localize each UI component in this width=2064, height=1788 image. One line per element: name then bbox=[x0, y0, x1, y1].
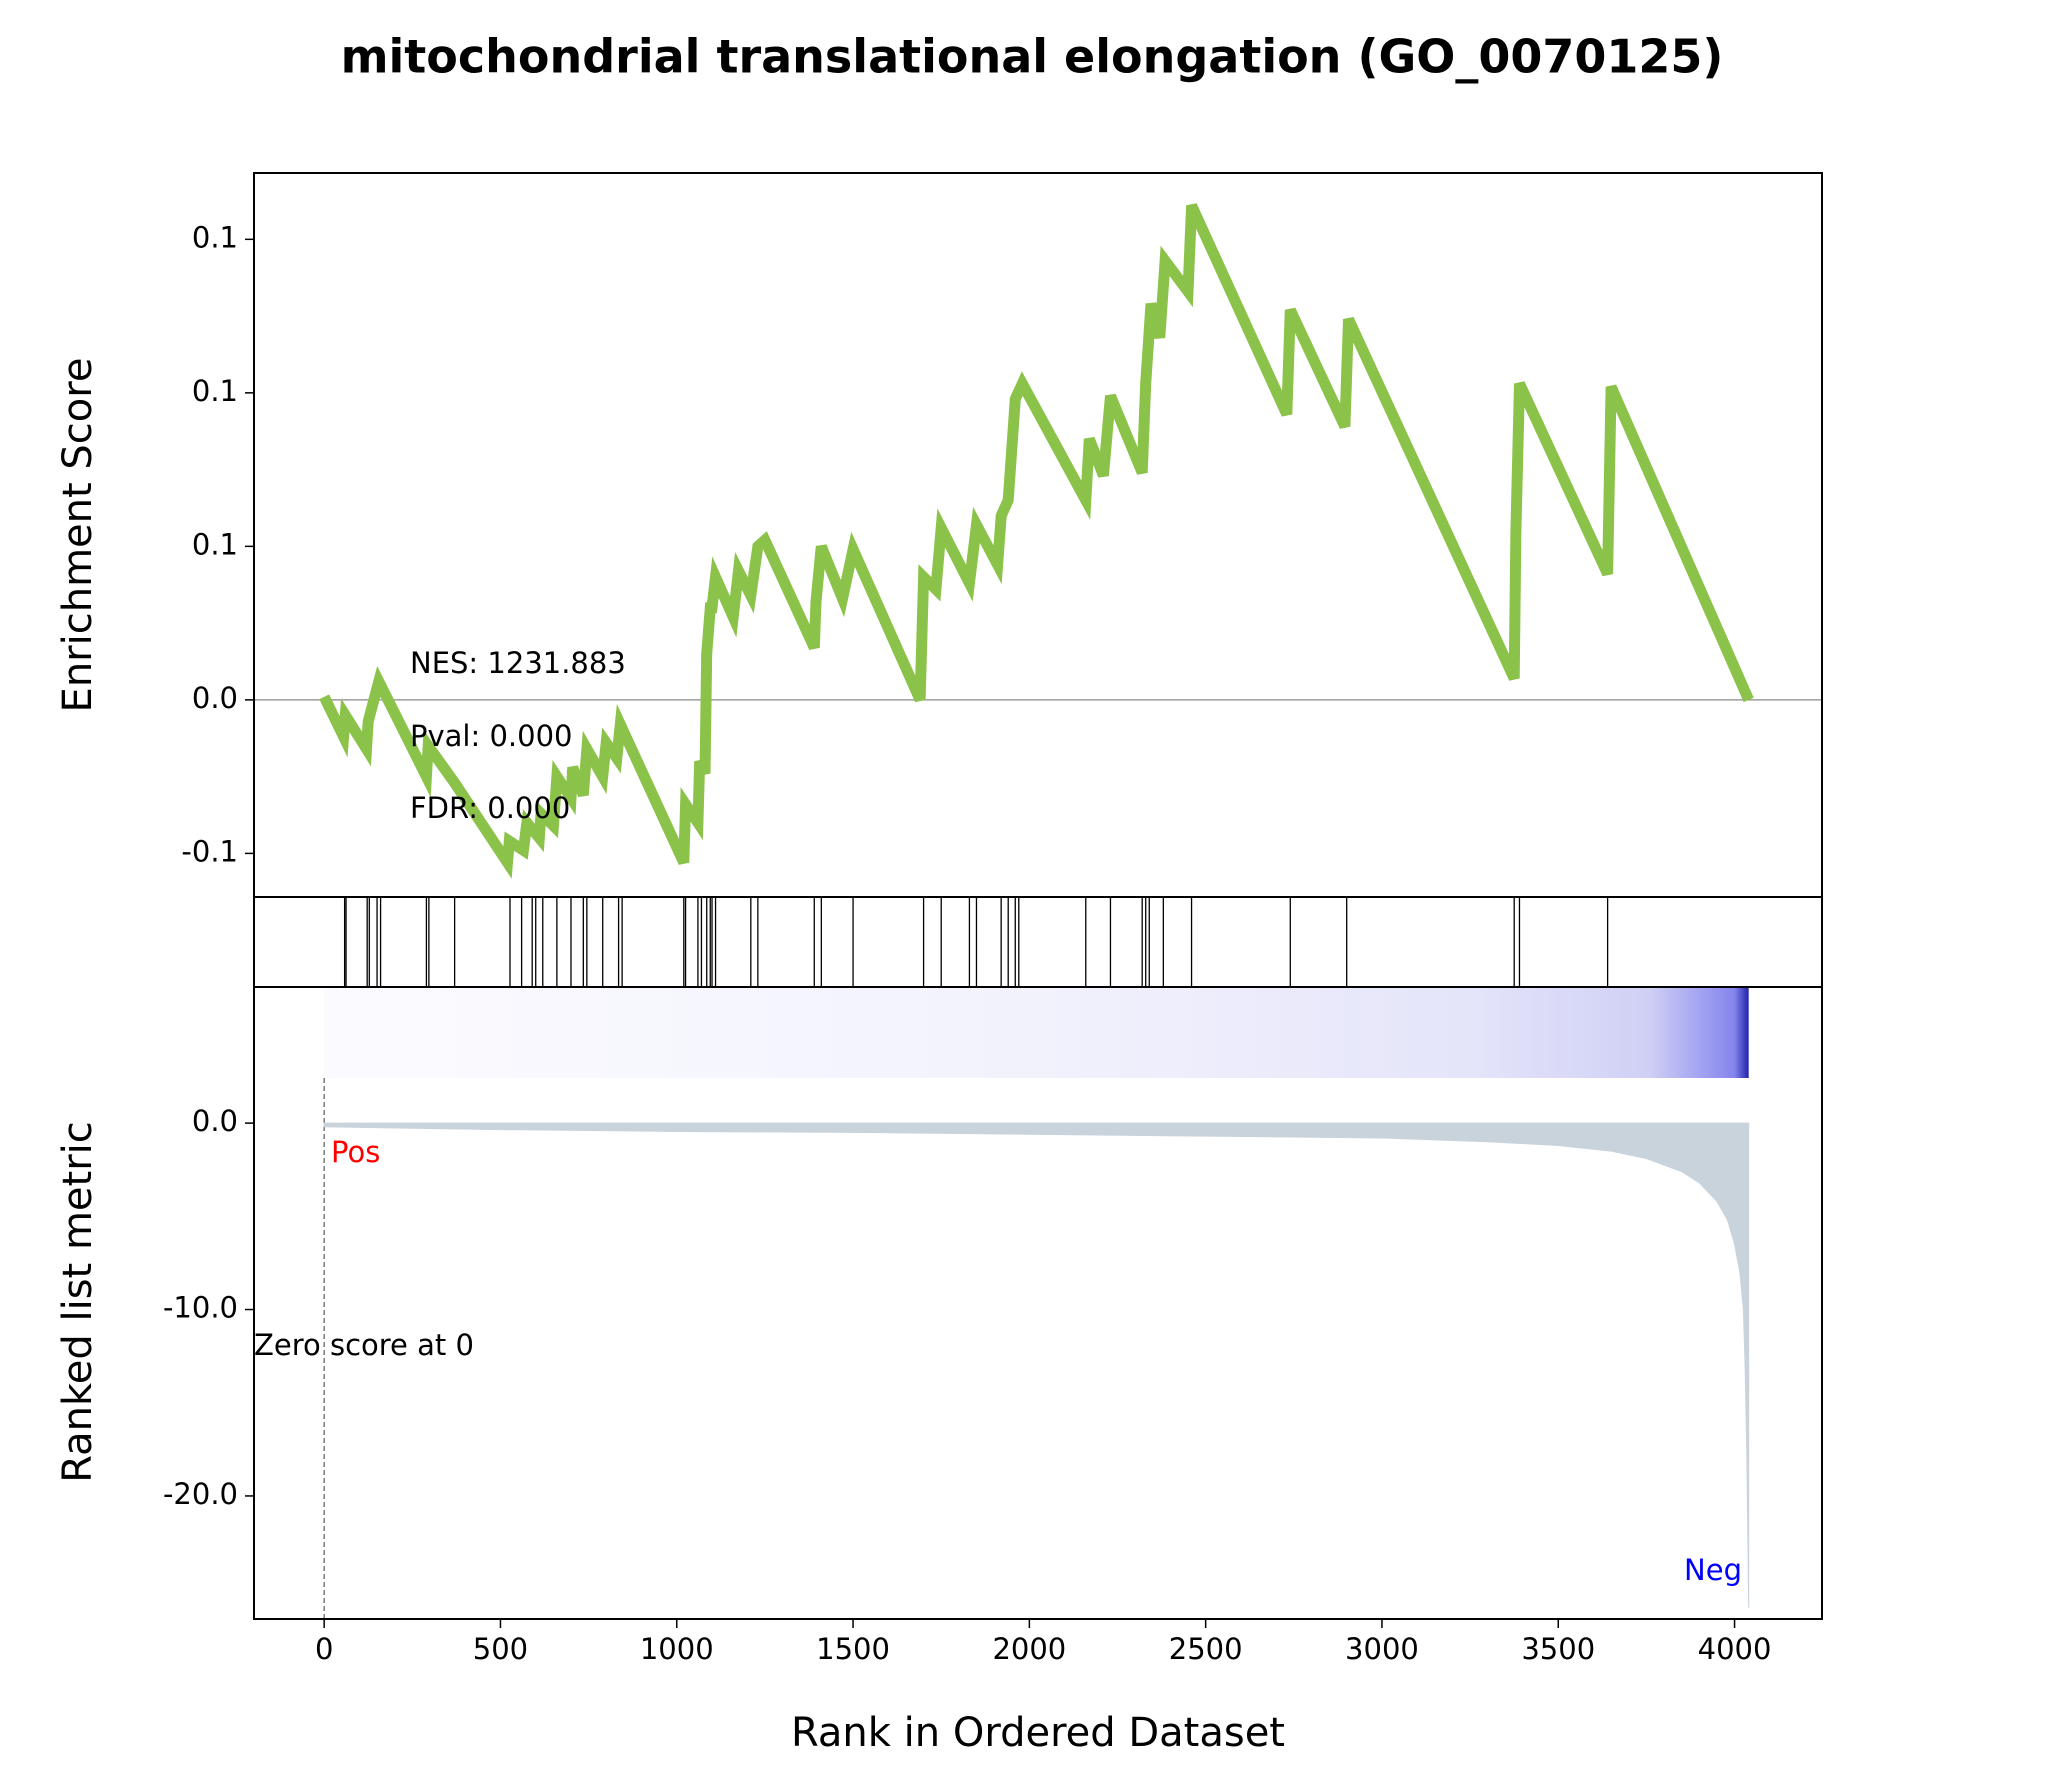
y-axis-label: Ranked list metric bbox=[55, 1121, 101, 1483]
x-tick-label: 0 bbox=[315, 1632, 333, 1666]
panel-frame bbox=[253, 896, 1823, 988]
metric-area bbox=[323, 1122, 1750, 1608]
y-tick-label: -10.0 bbox=[163, 1291, 238, 1325]
stat-annotation: FDR: 0.000 bbox=[410, 791, 570, 825]
x-axis-label: Rank in Ordered Dataset bbox=[791, 1710, 1285, 1756]
y-tick-label: -0.1 bbox=[181, 834, 238, 868]
stat-annotation: NES: 1231.883 bbox=[410, 646, 626, 680]
x-tick-label: 500 bbox=[473, 1632, 528, 1666]
x-tick-label: 3000 bbox=[1345, 1632, 1419, 1666]
zero-score-label: Zero score at 0 bbox=[254, 1328, 474, 1362]
panel-frame bbox=[253, 986, 1823, 1620]
y-tick-label: -20.0 bbox=[163, 1477, 238, 1511]
y-axis-label: Enrichment Score bbox=[55, 358, 101, 713]
enrichment-line bbox=[319, 203, 1754, 879]
x-tick-label: 2500 bbox=[1169, 1632, 1243, 1666]
x-tick-label: 1500 bbox=[816, 1632, 890, 1666]
y-tick-label: 0.0 bbox=[192, 681, 238, 715]
x-tick-label: 4000 bbox=[1698, 1632, 1772, 1666]
pos-label: Pos bbox=[331, 1135, 380, 1169]
stat-annotation: Pval: 0.000 bbox=[410, 719, 573, 753]
y-tick-label: 0.0 bbox=[192, 1104, 238, 1138]
metric-heatmap bbox=[324, 987, 1749, 1078]
x-tick-label: 1000 bbox=[640, 1632, 714, 1666]
y-tick-label: 0.1 bbox=[192, 374, 238, 408]
x-tick-label: 2000 bbox=[992, 1632, 1066, 1666]
neg-label: Neg bbox=[1684, 1553, 1742, 1587]
chart-title: mitochondrial translational elongation (… bbox=[341, 30, 1724, 84]
y-tick-label: 0.1 bbox=[192, 220, 238, 254]
x-tick-label: 3500 bbox=[1521, 1632, 1595, 1666]
y-tick-label: 0.1 bbox=[192, 527, 238, 561]
